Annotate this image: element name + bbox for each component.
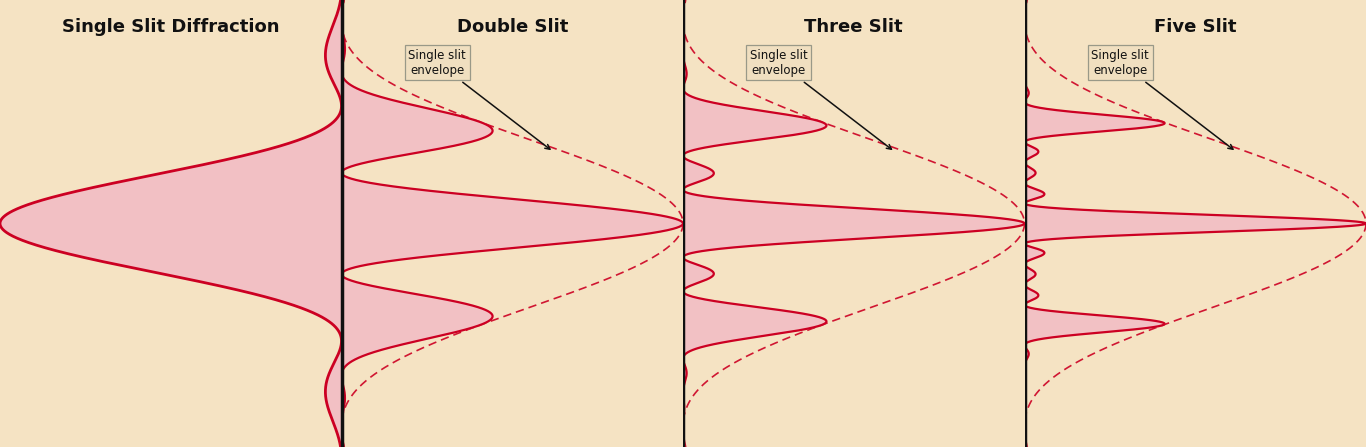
Text: Single slit
envelope: Single slit envelope [1091, 49, 1233, 149]
Text: Single slit
envelope: Single slit envelope [750, 49, 892, 149]
Text: Single Slit Diffraction: Single Slit Diffraction [61, 18, 280, 36]
Text: Three Slit: Three Slit [805, 18, 903, 36]
Text: Five Slit: Five Slit [1154, 18, 1236, 36]
Text: Double Slit: Double Slit [456, 18, 568, 36]
Text: Single slit
envelope: Single slit envelope [408, 49, 550, 149]
